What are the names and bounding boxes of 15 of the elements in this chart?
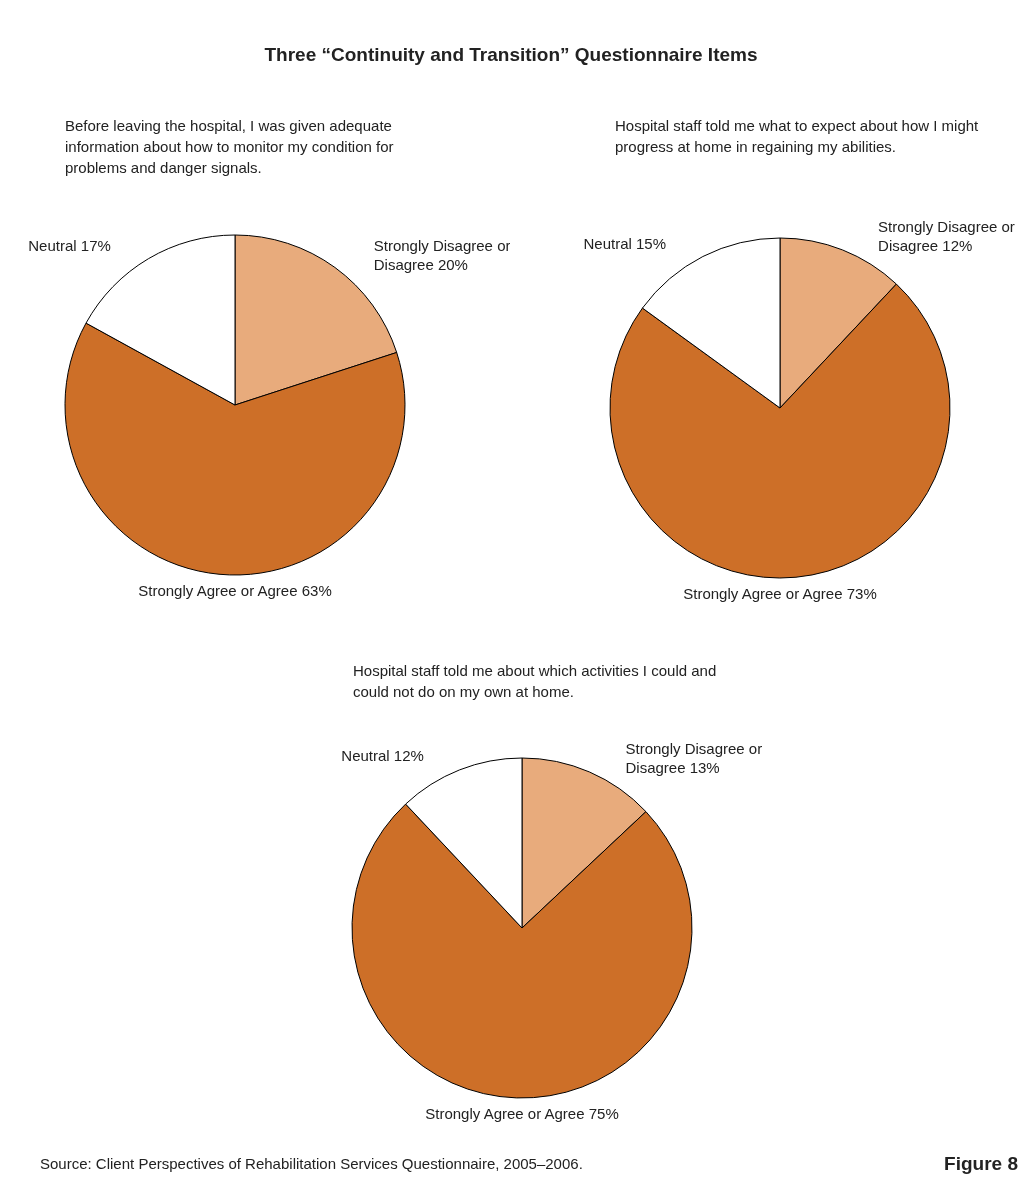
caption: Figure 8 <box>944 1153 1018 1175</box>
source-note: Source: Client Perspectives of Rehabilitation Services Questionnaire, 2005–2006. <box>40 1155 583 1172</box>
slice-label: Strongly Agree or Agree 75% <box>425 1104 619 1122</box>
slice-label: Strongly Agree or Agree 63% <box>138 581 332 599</box>
chart-title: Three “Continuity and Transition” Questionnaire Items <box>263 44 759 66</box>
slice-label: Strongly Disagree or Disagree 20% <box>373 237 515 274</box>
slice-label: Strongly Agree or Agree 73% <box>683 584 877 602</box>
chart-subtitle: Hospital staff told me about which activities I could and could not do on my own at home. <box>353 662 721 700</box>
chart-subtitle: Hospital staff told me what to expect about how I might progress at home in regaining my abilities. <box>615 117 983 155</box>
slice-label: Neutral 17% <box>28 237 111 255</box>
slice-label: Strongly Disagree or Disagree 13% <box>625 740 767 777</box>
slice-label: Strongly Disagree or Disagree 12% <box>878 217 1020 254</box>
slice-label: Neutral 12% <box>341 747 424 765</box>
chart-subtitle: Before leaving the hospital, I was given adequate information about how to monitor my condition for problems and danger signals. <box>65 117 398 176</box>
slice-label: Neutral 15% <box>583 234 667 252</box>
